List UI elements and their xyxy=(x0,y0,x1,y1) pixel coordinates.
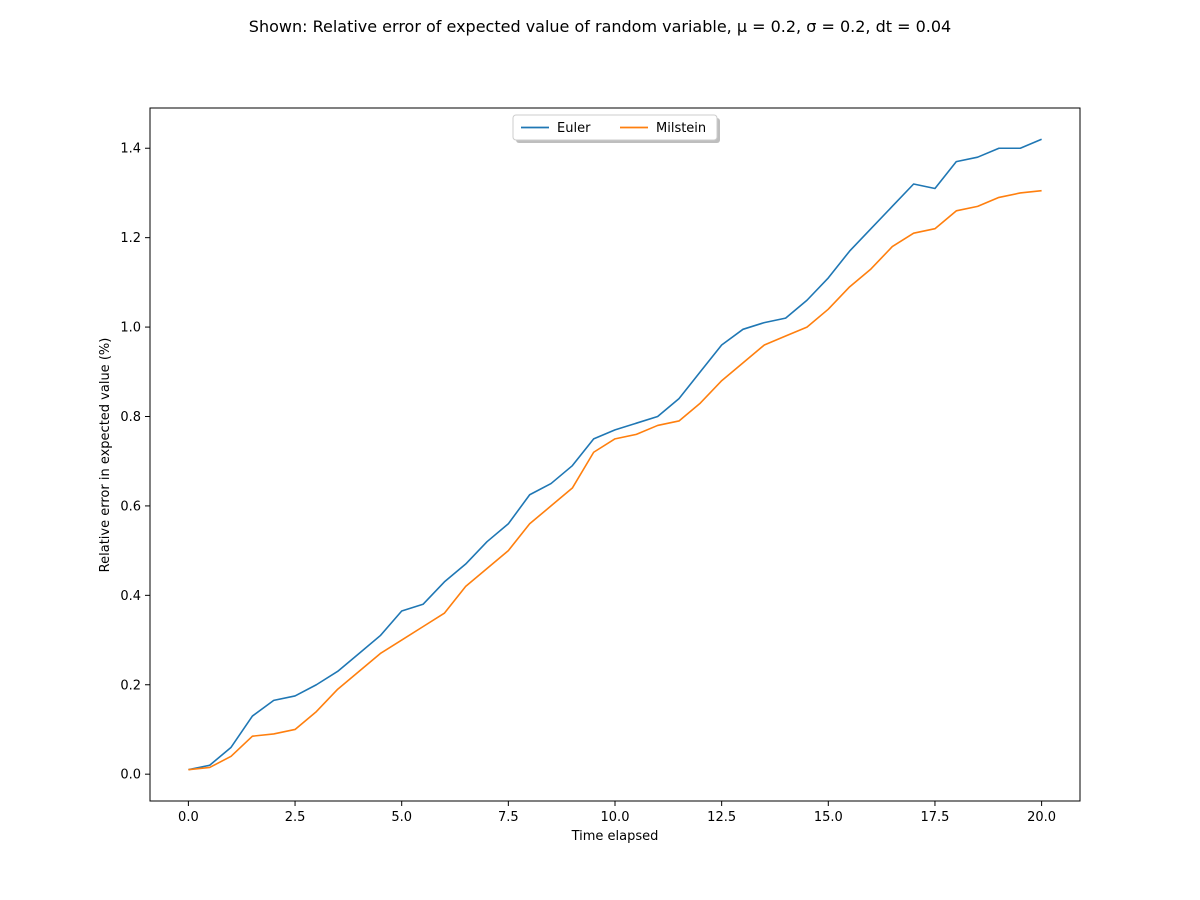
x-tick-label: 5.0 xyxy=(391,810,412,825)
x-tick-label: 12.5 xyxy=(707,810,736,825)
y-tick-label: 0.6 xyxy=(120,499,141,514)
chart-title: Shown: Relative error of expected value … xyxy=(249,17,951,36)
y-axis-label: Relative error in expected value (%) xyxy=(98,338,113,573)
x-axis: 0.0 2.5 5.0 7.5 10.0 12.5 15.0 17.5 20.0 xyxy=(178,801,1056,825)
legend-label-euler: Euler xyxy=(557,121,591,136)
x-tick-label: 17.5 xyxy=(920,810,949,825)
x-tick-label: 15.0 xyxy=(814,810,843,825)
y-tick-label: 0.2 xyxy=(120,678,141,693)
y-tick-label: 0.0 xyxy=(120,768,141,783)
x-tick-label: 20.0 xyxy=(1027,810,1056,825)
legend-label-milstein: Milstein xyxy=(656,121,706,136)
legend-box xyxy=(512,114,718,141)
y-tick-label: 0.4 xyxy=(120,589,141,604)
series-layer xyxy=(188,138,1042,771)
y-tick-label: 1.2 xyxy=(120,231,141,246)
legend: Euler Milstein xyxy=(512,114,720,143)
series-line-euler xyxy=(188,138,1042,771)
x-tick-label: 10.0 xyxy=(601,810,630,825)
y-tick-label: 1.4 xyxy=(120,142,141,157)
x-axis-label: Time elapsed xyxy=(571,829,659,844)
x-tick-label: 0.0 xyxy=(178,810,199,825)
series-line-milstein xyxy=(188,189,1042,771)
y-tick-label: 0.8 xyxy=(120,410,141,425)
x-tick-label: 2.5 xyxy=(285,810,306,825)
y-tick-label: 1.0 xyxy=(120,321,141,336)
y-axis: 0.0 0.2 0.4 0.6 0.8 1.0 1.2 1.4 xyxy=(120,142,150,783)
x-tick-label: 7.5 xyxy=(498,810,519,825)
